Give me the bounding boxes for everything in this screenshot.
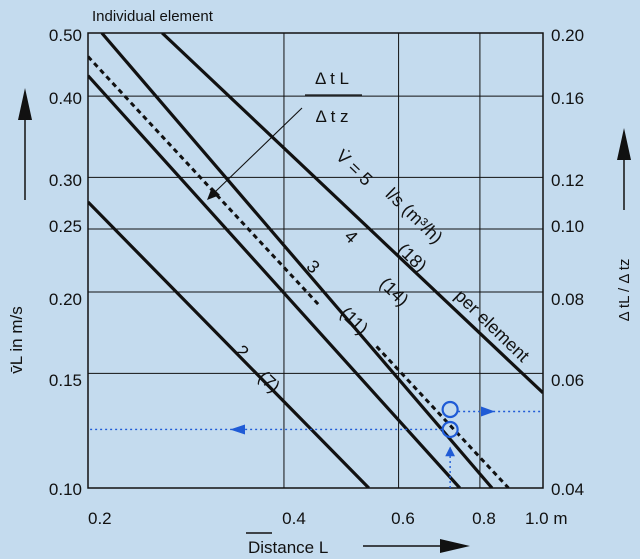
series-line-0 xyxy=(88,200,370,488)
example-left-arrowhead xyxy=(230,424,245,435)
x-tick-label: 0.4 xyxy=(282,509,306,528)
y2-axis-arrow xyxy=(617,128,631,210)
y-tick-label: 0.25 xyxy=(49,217,82,236)
y2-axis-ticks: 0.04 0.06 0.08 0.10 0.12 0.16 0.20 xyxy=(551,26,584,499)
x-tick-label: 1.0 m xyxy=(525,509,568,528)
series-line-4 xyxy=(88,55,322,308)
series-line-3 xyxy=(161,33,543,395)
series-line-2 xyxy=(100,33,494,488)
y-tick-label: 0.40 xyxy=(49,89,82,108)
x-tick-label: 0.8 xyxy=(472,509,496,528)
y-axis-ticks: 0.10 0.15 0.20 0.25 0.30 0.40 0.50 xyxy=(49,26,82,499)
y2-tick-label: 0.06 xyxy=(551,371,584,390)
example-marker-upper xyxy=(441,400,459,419)
y2-axis-label: Δ tL / Δ tz xyxy=(616,259,633,322)
ratio-pointer xyxy=(207,107,303,200)
y2-tick-label: 0.16 xyxy=(551,89,584,108)
x-axis-ticks: 0.2 0.4 0.6 0.8 1.0 m xyxy=(88,509,568,528)
example-marker-lower xyxy=(441,420,459,439)
y2-tick-label: 0.04 xyxy=(551,480,584,499)
series-layer xyxy=(88,33,543,488)
plot-area xyxy=(87,32,544,489)
chart-title: Individual element xyxy=(92,8,214,25)
x-axis-label: Distance L xyxy=(248,538,328,557)
example-right-arrowhead xyxy=(481,406,495,417)
y2-tick-label: 0.20 xyxy=(551,26,584,45)
y2-tick-label: 0.08 xyxy=(551,290,584,309)
ratio-numerator: Δ t L xyxy=(315,69,349,88)
x-tick-label: 0.6 xyxy=(391,509,415,528)
y-axis-label: v̄L in m/s xyxy=(7,306,26,373)
y-tick-label: 0.30 xyxy=(49,171,82,190)
y2-tick-label: 0.12 xyxy=(551,171,584,190)
example-reading xyxy=(88,400,543,488)
y2-tick-label: 0.10 xyxy=(551,217,584,236)
ratio-denominator: Δ t z xyxy=(315,107,348,126)
y-tick-label: 0.50 xyxy=(49,26,82,45)
y-tick-label: 0.20 xyxy=(49,290,82,309)
x-axis-arrow xyxy=(246,532,470,553)
ratio-label: Δ t L Δ t z xyxy=(305,69,362,126)
x-tick-label: 0.2 xyxy=(88,509,112,528)
y-tick-label: 0.15 xyxy=(49,371,82,390)
y-axis-arrow xyxy=(18,88,32,200)
series-line-1 xyxy=(88,74,461,488)
y-tick-label: 0.10 xyxy=(49,480,82,499)
